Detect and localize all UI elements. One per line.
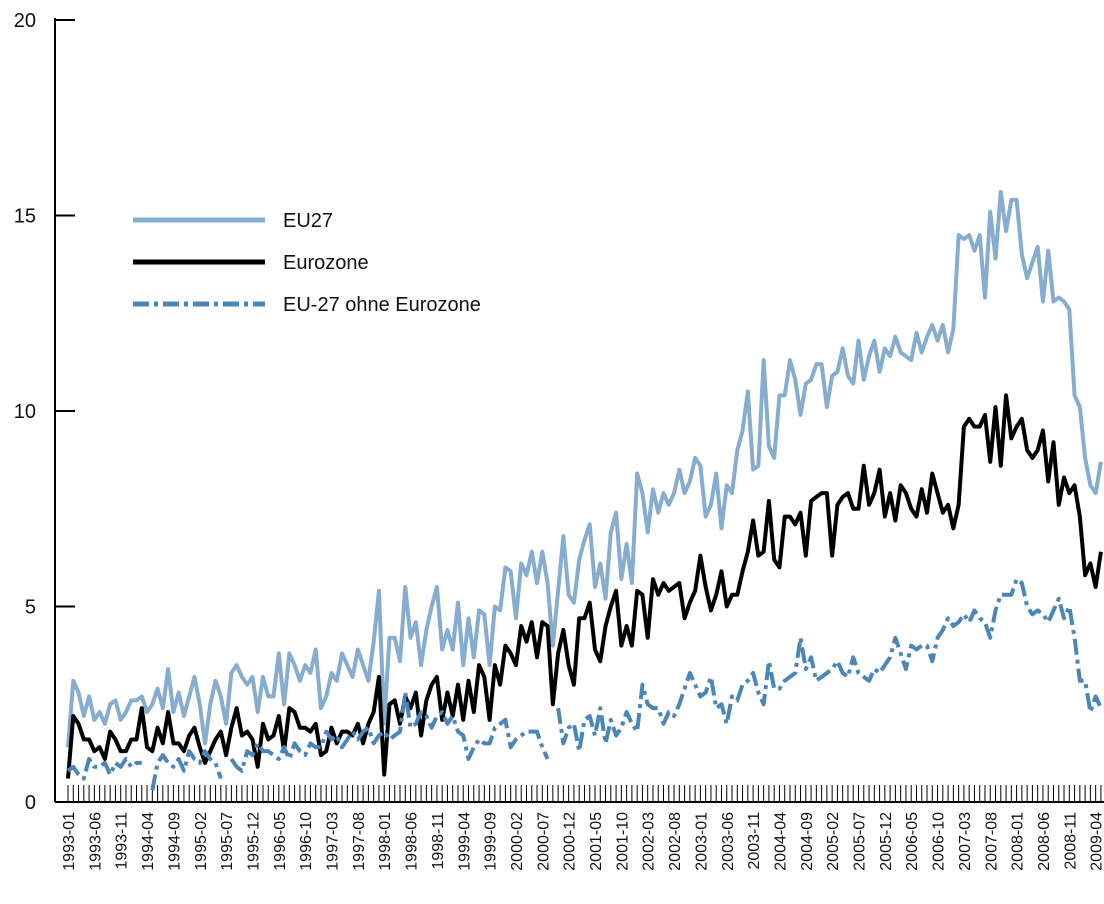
x-tick-label: 1995-07 [219, 812, 236, 871]
x-tick-label: 1994-04 [140, 812, 157, 871]
x-tick-label: 2005-02 [825, 812, 842, 871]
x-tick-label: 1997-03 [325, 812, 342, 871]
x-tick-label: 2008-01 [1010, 812, 1027, 871]
y-tick-label: 5 [25, 597, 36, 619]
x-tick-label: 1993-06 [87, 812, 104, 871]
y-tick-label: 15 [14, 206, 36, 228]
x-tick-label: 2007-03 [957, 812, 974, 871]
x-tick-label: 2000-07 [535, 812, 552, 871]
x-tick-label: 1995-02 [193, 812, 210, 871]
x-tick-label: 2001-10 [614, 812, 631, 871]
series-line [66, 190, 1103, 748]
legend-label: EU27 [283, 210, 333, 232]
x-tick-label: 2003-01 [693, 812, 710, 871]
x-tick-label: 1999-09 [483, 812, 500, 871]
x-tick-label: 1998-06 [404, 812, 421, 871]
x-tick-label: 2005-07 [852, 812, 869, 871]
x-tick-label: 1998-01 [377, 812, 394, 871]
x-tick-label: 2001-05 [588, 812, 605, 871]
x-tick-label: 1993-11 [114, 812, 131, 870]
x-tick-label: 1999-04 [456, 812, 473, 871]
x-tick-label: 2004-04 [772, 812, 789, 871]
x-tick-label: 2002-03 [641, 812, 658, 871]
x-tick-label: 2008-06 [1036, 812, 1053, 871]
x-tick-label: 1997-08 [351, 812, 368, 871]
x-tick-label: 1998-11 [430, 812, 447, 870]
x-tick-label: 1995-12 [245, 812, 262, 871]
x-tick-label: 2003-11 [746, 812, 763, 870]
x-tick-label: 1993-01 [61, 812, 78, 871]
x-tick-label: 1994-09 [166, 812, 183, 871]
series-line [66, 393, 1103, 779]
x-tick-label: 2007-08 [983, 812, 1000, 871]
legend-label: EU-27 ohne Eurozone [283, 294, 481, 316]
x-tick-label: 2008-11 [1062, 812, 1079, 870]
x-tick-label: 2004-09 [799, 812, 816, 871]
x-tick-label: 2003-06 [720, 812, 737, 871]
series-line [66, 577, 1103, 791]
x-tick-label: 2006-05 [904, 812, 921, 871]
x-tick-label: 2000-02 [509, 812, 526, 871]
x-tick-label: 2009-04 [1089, 812, 1104, 871]
x-tick-label: 1996-05 [272, 812, 289, 871]
y-tick-label: 0 [25, 792, 36, 814]
x-tick-label: 2005-12 [878, 812, 895, 871]
y-tick-label: 20 [14, 10, 36, 32]
x-tick-label: 1996-10 [298, 812, 315, 871]
x-tick-label: 2000-12 [562, 812, 579, 871]
legend-label: Eurozone [283, 252, 369, 274]
x-tick-label: 2006-10 [931, 812, 948, 871]
x-tick-label: 2002-08 [667, 812, 684, 871]
y-tick-label: 10 [14, 401, 36, 423]
